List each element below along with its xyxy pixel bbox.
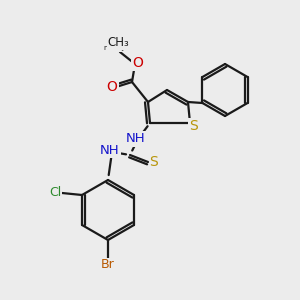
Text: NH: NH — [100, 143, 120, 157]
Text: Br: Br — [101, 259, 115, 272]
Text: S: S — [150, 155, 158, 169]
Text: O: O — [106, 80, 117, 94]
Text: NH: NH — [124, 133, 143, 146]
Text: NH: NH — [126, 133, 146, 146]
Text: S: S — [189, 119, 197, 133]
Text: O: O — [133, 56, 143, 70]
Text: CH₃: CH₃ — [107, 37, 129, 50]
Text: Cl: Cl — [49, 187, 61, 200]
Text: methyl: methyl — [104, 45, 128, 51]
